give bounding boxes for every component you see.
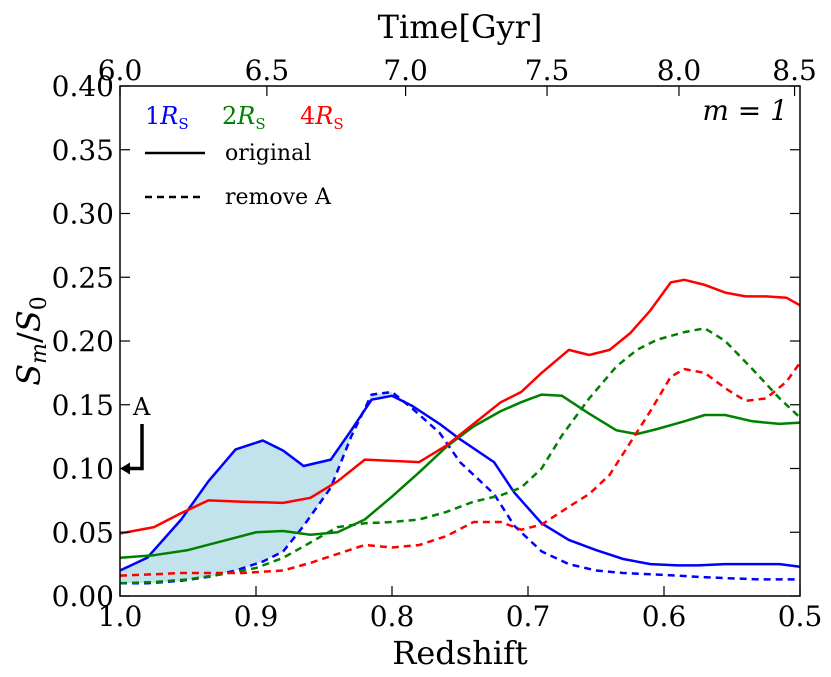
legend-radius-label: 2RS — [222, 102, 266, 133]
annotation-a-arrow-head — [120, 462, 130, 475]
x-axis-title: Redshift — [392, 634, 528, 672]
legend-style-label: original — [225, 141, 311, 166]
shaded-region-layer — [120, 392, 392, 584]
top-tick-label: 6.5 — [245, 54, 290, 87]
x-tick-label: 0.7 — [506, 600, 551, 633]
y-tick-label: 0.20 — [52, 325, 114, 358]
x-tick-label: 0.8 — [370, 600, 415, 633]
annotation-a-arrow-shaft — [128, 424, 144, 471]
series-line-4r-s-remove-a — [119, 361, 802, 577]
y-tick-label: 0.30 — [52, 198, 114, 231]
y-axis-title: Sm/S0 — [10, 296, 52, 386]
top-tick-label: 6.0 — [98, 54, 143, 87]
top-tick-label: 8.5 — [772, 54, 817, 87]
legend-radius-label: 4RS — [300, 102, 344, 133]
y-tick-label: 0.05 — [52, 516, 114, 549]
shaded-region-1rs — [120, 392, 392, 584]
y-tick-label: 0.10 — [52, 453, 114, 486]
x-tick-label: 1.0 — [98, 600, 143, 633]
series-line-2r-s-remove-a — [119, 327, 801, 585]
y-tick-label: 0.40 — [52, 70, 114, 103]
x-tick-label: 0.9 — [234, 600, 279, 633]
y-tick-label: 0.00 — [52, 580, 114, 613]
annotation-a-label: A — [132, 393, 151, 421]
top-tick-label: 7.5 — [525, 54, 570, 87]
x-tick-label: 0.6 — [642, 600, 687, 633]
y-tick-label: 0.35 — [52, 134, 114, 167]
series-line-2r-s-original — [119, 393, 801, 560]
x-tick-label: 0.5 — [778, 600, 823, 633]
legend: 1RS 2RS 4RS original remove A — [145, 102, 344, 210]
series-line-1r-s-original — [119, 394, 801, 572]
legend-radius-label: 1RS — [145, 102, 189, 133]
series-line-4r-s-original — [119, 278, 801, 535]
top-tick-label: 7.0 — [383, 54, 428, 87]
panel-label: m = 1 — [702, 94, 788, 127]
series-line-1r-s-remove-a — [120, 390, 800, 585]
legend-style-label: remove A — [225, 185, 332, 210]
top-tick-label: 8.0 — [657, 54, 702, 87]
tick-layer: 1.0 0.9 0.8 0.7 0.6 0.5 0.00 0.05 0.10 0.15 0.20 0.… — [52, 54, 823, 633]
y-axis-title-text: Sm/S0 — [10, 296, 52, 386]
y-tick-label: 0.15 — [52, 389, 114, 422]
y-tick-label: 0.25 — [52, 261, 114, 294]
series-layer — [119, 278, 802, 585]
top-axis-title: Time[Gyr] — [378, 8, 543, 46]
annotation-a: A — [120, 393, 151, 475]
